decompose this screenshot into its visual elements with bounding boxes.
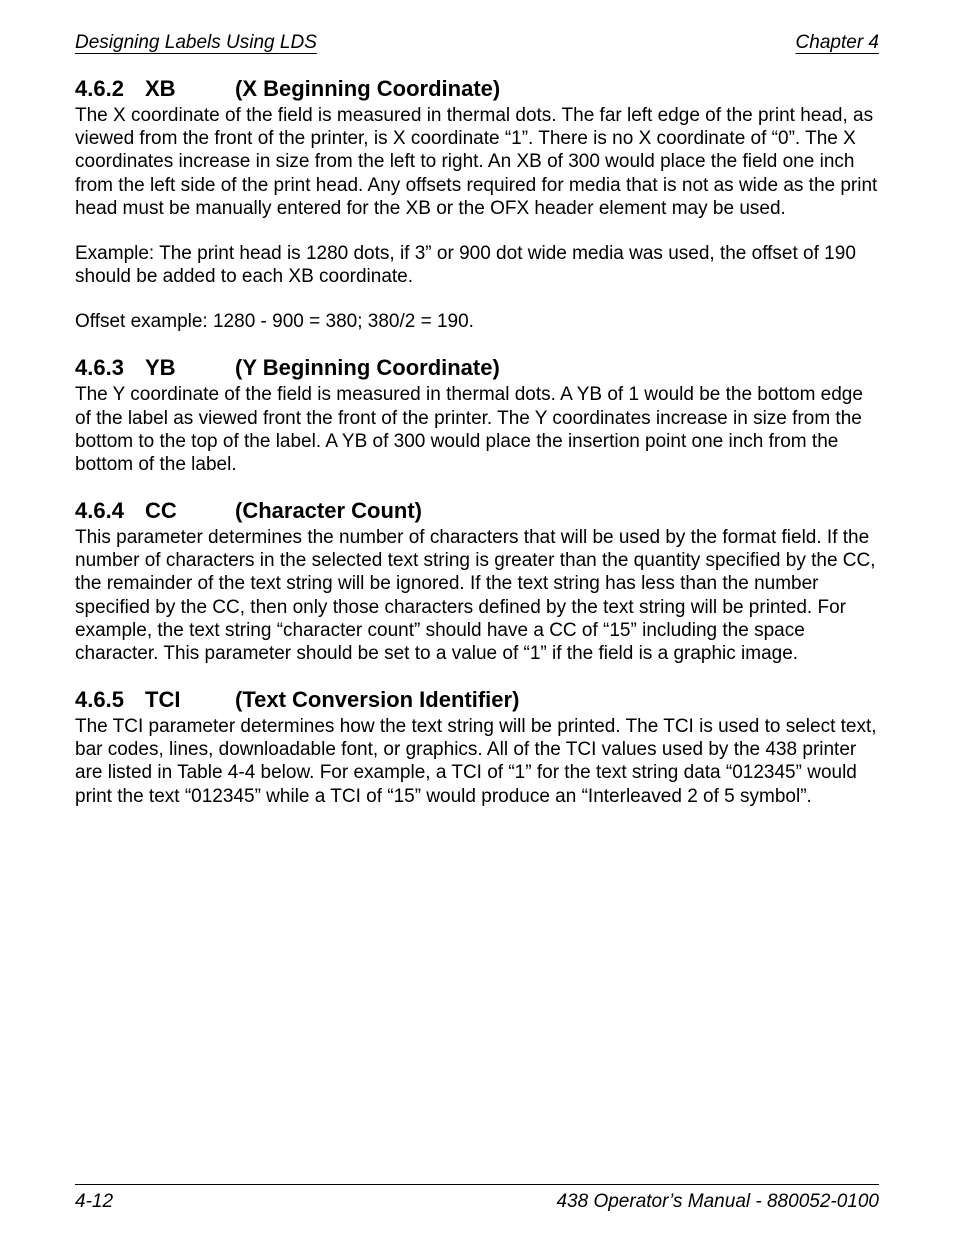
section-number: 4.6.5 (75, 687, 145, 713)
page-header: Designing Labels Using LDS Chapter 4 (0, 0, 954, 58)
page-content: 4.6.2 XB (X Beginning Coordinate) The X … (0, 58, 954, 808)
section-heading-465: 4.6.5 TCI (Text Conversion Identifier) (75, 687, 879, 713)
section-heading-462: 4.6.2 XB (X Beginning Coordinate) (75, 76, 879, 102)
section-abbr: YB (145, 355, 235, 381)
section-title: (X Beginning Coordinate) (235, 76, 500, 102)
section-number: 4.6.2 (75, 76, 145, 102)
header-right: Chapter 4 (796, 32, 879, 54)
section-abbr: TCI (145, 687, 235, 713)
header-left: Designing Labels Using LDS (75, 32, 317, 54)
section-abbr: CC (145, 498, 235, 524)
section-number: 4.6.4 (75, 498, 145, 524)
body-paragraph: The TCI parameter determines how the tex… (75, 715, 879, 808)
page-footer: 4-12 438 Operator’s Manual - 880052-0100 (75, 1184, 879, 1213)
body-paragraph: The Y coordinate of the field is measure… (75, 383, 879, 476)
footer-right: 438 Operator’s Manual - 880052-0100 (556, 1191, 879, 1213)
section-title: (Y Beginning Coordinate) (235, 355, 500, 381)
body-paragraph: Example: The print head is 1280 dots, if… (75, 242, 879, 288)
footer-left: 4-12 (75, 1191, 113, 1213)
section-heading-464: 4.6.4 CC (Character Count) (75, 498, 879, 524)
body-paragraph: This parameter determines the number of … (75, 526, 879, 665)
body-paragraph: Offset example: 1280 - 900 = 380; 380/2 … (75, 310, 879, 333)
section-title: (Text Conversion Identifier) (235, 687, 519, 713)
section-heading-463: 4.6.3 YB (Y Beginning Coordinate) (75, 355, 879, 381)
section-title: (Character Count) (235, 498, 422, 524)
section-number: 4.6.3 (75, 355, 145, 381)
body-paragraph: The X coordinate of the field is measure… (75, 104, 879, 220)
section-abbr: XB (145, 76, 235, 102)
